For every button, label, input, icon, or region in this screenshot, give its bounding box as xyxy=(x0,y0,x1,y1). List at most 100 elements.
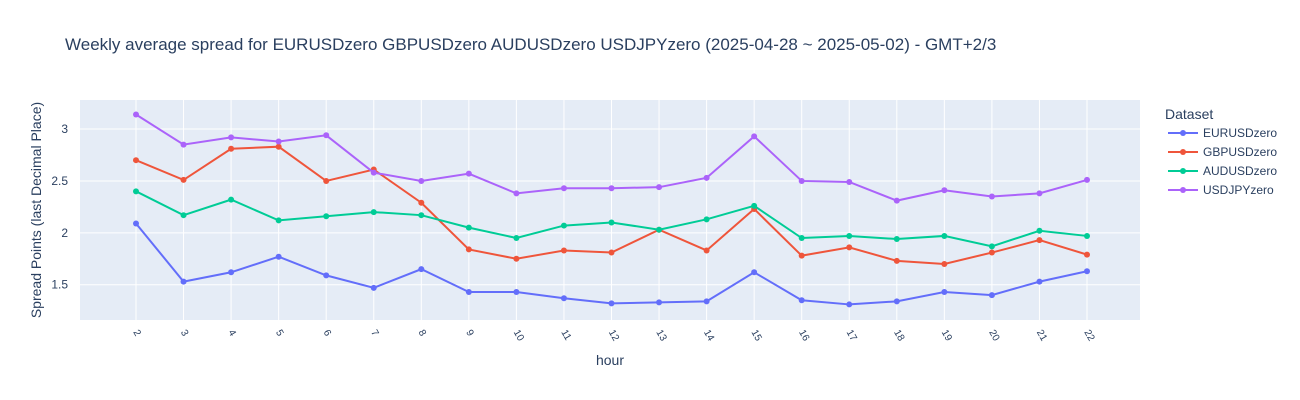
data-point xyxy=(418,266,425,273)
data-point xyxy=(560,222,567,229)
legend-title: Dataset xyxy=(1165,106,1213,122)
data-point xyxy=(323,213,330,220)
data-point xyxy=(798,297,805,304)
data-point xyxy=(323,272,330,279)
data-point xyxy=(846,301,853,308)
data-point xyxy=(608,219,615,226)
data-point xyxy=(465,170,472,177)
x-tick-label: 13 xyxy=(653,328,668,344)
data-point xyxy=(941,232,948,239)
data-point xyxy=(703,216,710,223)
y-tick-label: 3 xyxy=(61,122,68,136)
data-point xyxy=(798,235,805,242)
data-point xyxy=(228,196,235,203)
x-tick-label: 15 xyxy=(749,328,764,344)
x-tick-label: 21 xyxy=(1034,328,1049,344)
data-point xyxy=(275,138,282,145)
data-point xyxy=(370,284,377,291)
data-point xyxy=(465,224,472,231)
data-point xyxy=(608,300,615,307)
data-point xyxy=(941,187,948,194)
y-tick-label: 2 xyxy=(61,226,68,240)
data-point xyxy=(893,298,900,305)
data-point xyxy=(418,199,425,206)
data-point xyxy=(133,111,139,118)
plot-area xyxy=(80,100,1140,320)
data-point xyxy=(275,217,282,224)
data-point xyxy=(228,134,235,141)
data-point xyxy=(560,295,567,302)
data-point xyxy=(513,190,520,197)
data-point xyxy=(703,247,710,254)
data-point xyxy=(751,202,758,209)
chart-title: Weekly average spread for EURUSDzero GBP… xyxy=(65,35,996,54)
y-axis-label: Spread Points (last Decimal Place) xyxy=(28,102,44,318)
x-tick-label: 8 xyxy=(416,328,429,339)
data-point xyxy=(180,141,187,148)
x-tick-label: 22 xyxy=(1081,328,1096,344)
x-tick-label: 4 xyxy=(226,328,239,339)
series-eurusdzero xyxy=(133,220,1090,308)
data-point xyxy=(323,132,330,139)
data-point xyxy=(798,177,805,184)
legend-marker xyxy=(1180,149,1186,155)
data-point xyxy=(465,288,472,295)
x-tick-label: 16 xyxy=(796,328,811,344)
legend-item-label: USDJPYzero xyxy=(1203,183,1274,197)
data-point xyxy=(703,298,710,305)
data-point xyxy=(180,278,187,285)
data-point xyxy=(988,249,995,256)
legend-item-label: AUDUSDzero xyxy=(1203,164,1277,178)
data-point xyxy=(988,243,995,250)
x-axis-label: hour xyxy=(596,352,624,368)
legend-marker xyxy=(1180,187,1186,193)
legend-marker xyxy=(1180,168,1186,174)
legend-marker xyxy=(1180,130,1186,136)
x-tick-label: 14 xyxy=(701,328,716,344)
data-point xyxy=(1036,190,1043,197)
data-point xyxy=(846,178,853,185)
data-point xyxy=(846,232,853,239)
data-point xyxy=(656,299,663,306)
data-point xyxy=(988,193,995,200)
x-tick-label: 7 xyxy=(368,328,381,339)
x-tick-label: 9 xyxy=(463,328,476,339)
data-point xyxy=(988,292,995,299)
x-tick-label: 17 xyxy=(844,328,859,344)
data-point xyxy=(656,184,663,191)
data-point xyxy=(418,212,425,219)
legend-item-label: EURUSDzero xyxy=(1203,126,1277,140)
data-point xyxy=(133,188,139,195)
data-point xyxy=(465,246,472,253)
data-point xyxy=(1084,268,1090,275)
data-point xyxy=(513,255,520,262)
data-point xyxy=(323,177,330,184)
data-point xyxy=(1084,176,1090,183)
x-tick-label: 3 xyxy=(178,328,191,339)
data-point xyxy=(1036,237,1043,244)
data-point xyxy=(275,253,282,260)
data-point xyxy=(941,288,948,295)
x-tick-label: 19 xyxy=(939,328,954,344)
data-point xyxy=(846,244,853,251)
series-usdjpyzero xyxy=(133,111,1090,204)
data-point xyxy=(703,174,710,181)
x-tick-label: 5 xyxy=(273,328,286,339)
data-point xyxy=(370,169,377,176)
data-point xyxy=(180,212,187,219)
data-point xyxy=(893,197,900,204)
data-point xyxy=(560,247,567,254)
data-point xyxy=(513,235,520,242)
data-point xyxy=(275,143,282,150)
data-point xyxy=(1036,278,1043,285)
data-point xyxy=(1036,227,1043,234)
x-tick-label: 18 xyxy=(891,328,906,344)
data-point xyxy=(893,257,900,264)
data-point xyxy=(133,157,139,164)
data-point xyxy=(513,288,520,295)
data-point xyxy=(1084,251,1090,258)
data-point xyxy=(941,260,948,267)
legend-item-label: GBPUSDzero xyxy=(1203,145,1277,159)
data-point xyxy=(133,220,139,227)
